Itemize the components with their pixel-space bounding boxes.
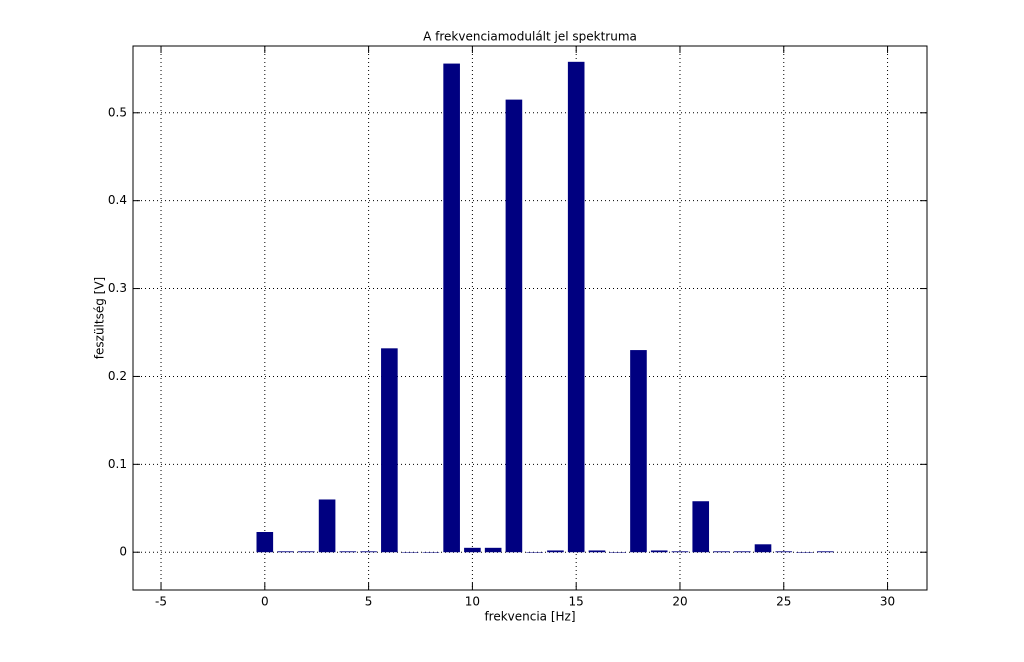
bar: [733, 551, 751, 553]
x-tick-label: 10: [465, 595, 480, 609]
bar: [713, 551, 730, 553]
bar: [567, 61, 585, 553]
y-tick-label: 0.5: [108, 105, 127, 119]
bar: [775, 551, 793, 553]
bar: [796, 552, 813, 553]
x-tick-label: 25: [776, 595, 791, 609]
bar: [298, 551, 315, 553]
x-tick-label: 30: [880, 595, 895, 609]
bar: [816, 551, 834, 553]
bar: [484, 547, 502, 553]
y-tick-label: 0.3: [108, 281, 127, 295]
x-tick-label: -5: [155, 595, 167, 609]
y-tick-label: 0.2: [108, 369, 127, 383]
bar: [630, 350, 647, 553]
bar: [609, 552, 627, 553]
x-tick-label: 5: [365, 595, 373, 609]
bar: [547, 550, 564, 553]
bar: [381, 348, 398, 553]
bar: [443, 63, 460, 553]
x-tick-label: 15: [569, 595, 584, 609]
bar: [318, 499, 336, 553]
x-tick-label: 0: [261, 595, 269, 609]
y-tick-label: 0: [119, 545, 127, 559]
bar: [650, 550, 668, 553]
bar: [256, 531, 274, 553]
bar: [526, 552, 543, 553]
bar: [692, 501, 710, 553]
bar: [339, 551, 357, 553]
bar: [277, 551, 294, 553]
bar: [422, 552, 440, 553]
bar: [464, 547, 481, 553]
bar: [360, 551, 377, 553]
bar: [401, 552, 419, 553]
bar: [505, 99, 523, 553]
x-axis-label: frekvencia [Hz]: [484, 610, 575, 624]
chart-title: A frekvenciamodulált jel spektruma: [423, 30, 637, 44]
y-tick-label: 0.4: [108, 193, 127, 207]
bar: [754, 544, 772, 553]
x-tick-label: 20: [672, 595, 687, 609]
plot-frame: [132, 45, 928, 591]
bar: [588, 550, 606, 553]
y-tick-label: 0.1: [108, 457, 127, 471]
y-axis-label: feszültség [V]: [93, 277, 107, 359]
bar: [671, 551, 689, 553]
